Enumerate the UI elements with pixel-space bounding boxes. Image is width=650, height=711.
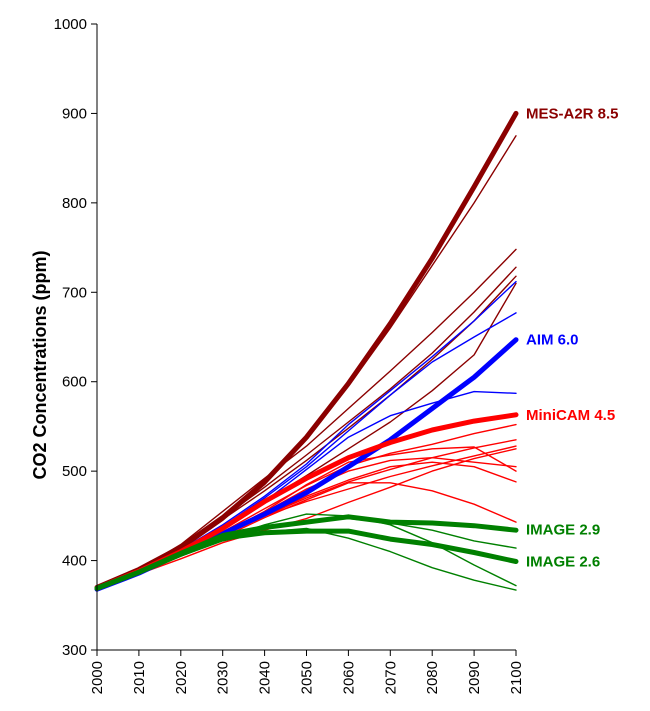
series-label-image-2-6: IMAGE 2.6 bbox=[526, 553, 600, 570]
y-tick-label: 900 bbox=[62, 105, 87, 122]
y-tick-label: 1000 bbox=[54, 16, 87, 33]
axes: 300 400 500 600 700 800 900 1000 2000 2010 2020 203… bbox=[54, 16, 525, 694]
y-tick-label: 700 bbox=[62, 284, 87, 301]
series-labels: MES-A2R 8.5 AIM 6.0 MiniCAM 4.5 IMAGE 2.9 IM… bbox=[526, 105, 619, 570]
series-lines bbox=[94, 110, 519, 592]
y-tick-label: 500 bbox=[62, 463, 87, 480]
x-tick-label: 2060 bbox=[340, 661, 357, 694]
y-tick-label: 600 bbox=[62, 374, 87, 391]
x-tick-label: 2090 bbox=[466, 661, 483, 694]
x-tick-label: 2040 bbox=[257, 661, 274, 694]
series-line-image-2-6 bbox=[94, 528, 519, 591]
series-label-minicam-4-5: MiniCAM 4.5 bbox=[526, 407, 615, 424]
series-label-aim-6-0: AIM 6.0 bbox=[526, 332, 579, 349]
x-tick-label: 2010 bbox=[131, 661, 148, 694]
y-tick-label: 300 bbox=[62, 642, 87, 659]
y-tick-label: 400 bbox=[62, 553, 87, 570]
x-tick-label: 2020 bbox=[173, 661, 190, 694]
series-label-image-2-9: IMAGE 2.9 bbox=[526, 521, 600, 538]
y-axis-title: CO2 Concentrations (ppm) bbox=[30, 250, 50, 479]
x-tick-label: 2030 bbox=[215, 661, 232, 694]
series-line-image-2-9 bbox=[94, 514, 519, 591]
series-line-2 bbox=[96, 248, 517, 589]
series-line-mes-a2r-8-5 bbox=[94, 110, 519, 590]
x-tick-label: 2080 bbox=[424, 661, 441, 694]
series-line-4 bbox=[96, 275, 517, 589]
x-tick-label: 2050 bbox=[299, 661, 316, 694]
x-tick-label: 2100 bbox=[508, 661, 525, 694]
x-tick-label: 2070 bbox=[382, 661, 399, 694]
x-tick-label: 2000 bbox=[89, 661, 106, 694]
series-line-18 bbox=[96, 448, 517, 589]
y-tick-label: 800 bbox=[62, 195, 87, 212]
series-label-mes-a2r-8-5: MES-A2R 8.5 bbox=[526, 105, 619, 122]
